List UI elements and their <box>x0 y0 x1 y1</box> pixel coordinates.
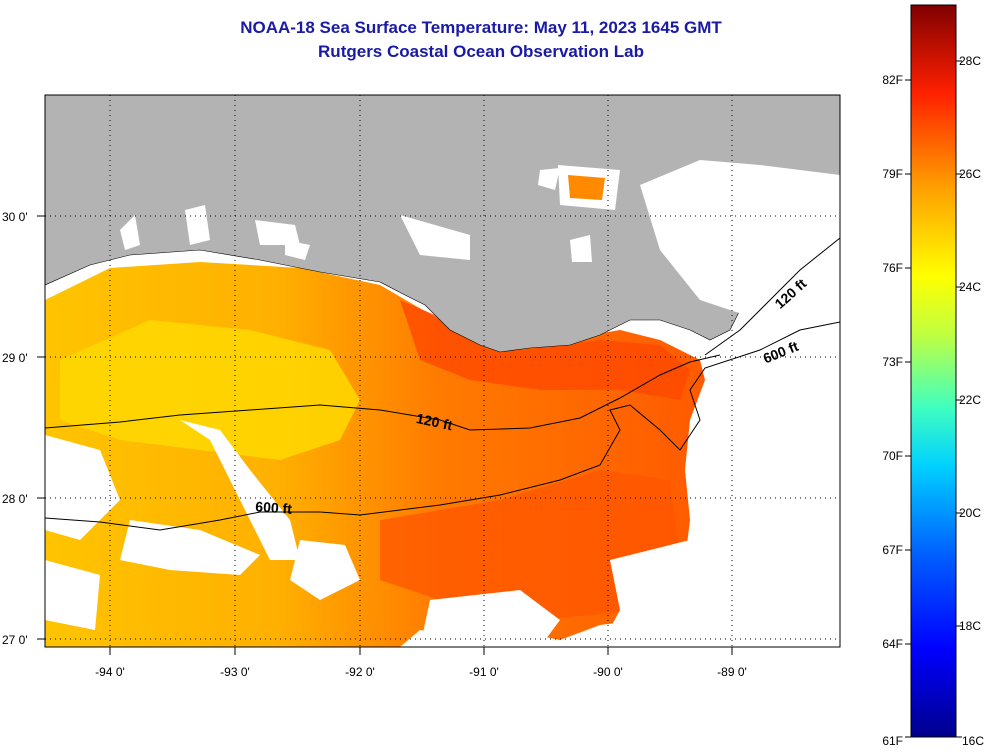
colorbar-f-label: 79F <box>882 167 903 181</box>
lon-label: -90 0' <box>593 665 623 679</box>
inland-water <box>120 215 140 250</box>
contour-label-120ft: 120 ft <box>415 410 454 433</box>
cloud-gap <box>420 590 560 647</box>
lon-label: -89 0' <box>717 665 747 679</box>
colorbar-c-label: 18C <box>959 619 981 633</box>
lat-label: 27 0' <box>2 633 28 647</box>
lon-label: -92 0' <box>345 665 375 679</box>
sst-cool-patch <box>60 320 360 460</box>
colorbar-c-label: 24C <box>959 280 981 294</box>
colorbar-c-label: 20C <box>959 506 981 520</box>
chart-title: NOAA-18 Sea Surface Temperature: May 11,… <box>240 18 722 37</box>
inland-water <box>185 205 210 245</box>
inland-water <box>570 235 592 262</box>
map-border <box>44 94 841 648</box>
cloud-gap <box>45 560 100 630</box>
graticule <box>45 95 840 647</box>
colorbar-c-label: 26C <box>959 167 981 181</box>
inland-water <box>640 160 840 330</box>
colorbar-c-label: 28C <box>959 54 981 68</box>
lat-label: 29 0' <box>2 351 28 365</box>
colorbar-f-label: 73F <box>882 355 903 369</box>
inland-water <box>255 220 300 245</box>
cloud-gap <box>120 520 260 575</box>
inland-water <box>400 215 470 260</box>
colorbar-f-label: 76F <box>882 261 903 275</box>
contour-120ft-west <box>45 354 721 431</box>
chart-subtitle: Rutgers Coastal Ocean Observation Lab <box>318 42 644 61</box>
inland-water <box>568 175 605 200</box>
colorbar-c-label: 16C <box>962 734 984 748</box>
lat-label: 30 0' <box>2 210 28 224</box>
colorbar-f-labels: 82F 79F 76F 73F 70F 67F 64F 61F <box>882 73 903 748</box>
inland-water <box>538 168 560 190</box>
contour-120ft-east <box>704 237 840 356</box>
lon-label: -94 0' <box>95 665 125 679</box>
cloud-gap <box>45 435 120 540</box>
tick-marks <box>37 215 733 655</box>
cloud-gap <box>180 420 300 560</box>
colorbar <box>910 4 957 738</box>
cloud-gap <box>290 540 360 600</box>
sst-warm-patch <box>400 300 690 400</box>
colorbar-f-label: 82F <box>882 73 903 87</box>
colorbar-f-label: 61F <box>882 734 903 748</box>
inland-water <box>285 240 310 260</box>
colorbar-f-label: 64F <box>882 637 903 651</box>
colorbar-ticks <box>905 60 962 738</box>
contour-600ft <box>45 321 840 531</box>
lat-label: 28 0' <box>2 492 28 506</box>
cloud-gap <box>600 540 700 647</box>
colorbar-f-label: 70F <box>882 449 903 463</box>
lon-label: -93 0' <box>220 665 250 679</box>
colorbar-f-label: 67F <box>882 543 903 557</box>
contour-label-600ft: 600 ft <box>255 498 293 517</box>
sst-warm-patch-south <box>380 470 680 620</box>
lon-label: -91 0' <box>469 665 499 679</box>
colorbar-c-label: 22C <box>959 393 981 407</box>
colorbar-c-labels: 28C 26C 24C 22C 20C 18C 16C <box>959 54 984 748</box>
